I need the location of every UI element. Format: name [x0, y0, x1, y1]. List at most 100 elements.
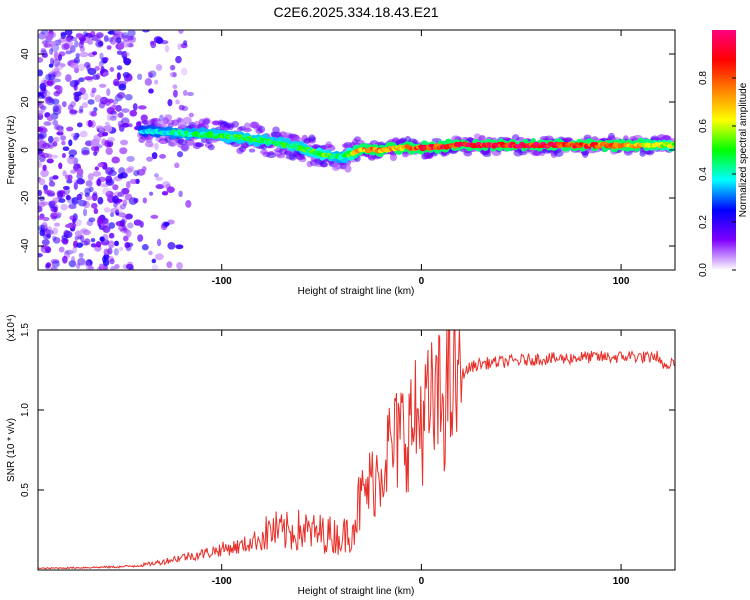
noise-blob	[38, 205, 43, 213]
noise-blob	[123, 51, 130, 57]
noise-blob	[66, 126, 74, 132]
noise-blob	[109, 212, 115, 218]
noise-blob	[78, 252, 84, 258]
noise-blob	[137, 105, 147, 110]
noise-blob	[110, 167, 115, 173]
noise-blob	[42, 216, 50, 222]
noise-blob	[181, 67, 188, 76]
noise-blob	[38, 126, 44, 133]
noise-blob	[102, 225, 111, 233]
noise-blob	[120, 139, 129, 146]
noise-blob	[96, 33, 104, 38]
noise-blob	[92, 191, 98, 196]
noise-blob	[102, 71, 109, 77]
noise-blob	[174, 162, 180, 169]
noise-blob	[58, 198, 66, 203]
noise-blob	[52, 58, 61, 67]
noise-blob	[150, 214, 159, 219]
noise-blob	[122, 199, 128, 207]
noise-blob	[125, 167, 133, 174]
noise-blob	[107, 36, 114, 43]
spectrogram-panel: -100 0 100 -40 -20 0 20 40 Height of straight …	[6, 29, 676, 297]
noise-blob	[108, 222, 116, 229]
noise-blob	[177, 43, 182, 50]
y-tick-label: 20	[20, 96, 31, 108]
ridge-halo	[276, 153, 286, 159]
noise-blob	[186, 91, 194, 97]
noise-blob	[112, 184, 119, 191]
noise-blob	[114, 240, 119, 247]
colorbar-tick-label: 0.0	[698, 263, 709, 277]
noise-blob	[61, 234, 68, 240]
noise-blob	[135, 178, 140, 184]
noise-blob	[122, 71, 130, 78]
y-tick-label: -20	[20, 190, 31, 205]
noise-blob	[119, 147, 128, 155]
noise-blob	[99, 236, 105, 242]
noise-blob	[141, 166, 147, 172]
noise-blob	[76, 242, 84, 248]
noise-blob	[151, 258, 157, 264]
noise-blob	[129, 178, 139, 185]
noise-blob	[80, 234, 85, 243]
noise-blob	[82, 229, 91, 236]
noise-blob	[65, 74, 72, 83]
snr-x-label: Height of straight line (km)	[298, 586, 415, 597]
noise-blob	[74, 219, 82, 227]
noise-blob	[55, 104, 62, 113]
y-tick-label: 1.5	[20, 323, 31, 337]
noise-blob	[142, 197, 147, 204]
noise-blob	[103, 35, 109, 43]
noise-blob	[132, 103, 138, 111]
noise-blob	[116, 50, 123, 56]
noise-blob	[54, 222, 61, 227]
noise-blob	[67, 156, 76, 165]
noise-blob	[90, 111, 97, 117]
noise-blob	[95, 241, 102, 248]
noise-blob	[40, 201, 49, 206]
noise-blob	[96, 266, 102, 270]
ridge-halo	[202, 117, 211, 125]
noise-blob	[55, 62, 64, 71]
noise-blob	[38, 253, 43, 258]
noise-blob	[159, 153, 167, 159]
x-tick-label: -100	[212, 276, 232, 287]
noise-blob	[94, 244, 102, 252]
noise-blob	[45, 262, 52, 268]
noise-blob	[38, 215, 44, 221]
noise-blob	[65, 194, 71, 201]
noise-blob	[68, 149, 78, 157]
noise-blob	[169, 64, 176, 71]
noise-blob	[79, 130, 88, 138]
snr-y-label: SNR (10 * v/v)	[6, 418, 17, 482]
noise-blob	[112, 195, 119, 204]
noise-blob	[62, 170, 67, 177]
noise-blob	[85, 264, 94, 270]
noise-blob	[38, 32, 46, 40]
ridge-halo	[207, 144, 215, 151]
noise-blob	[66, 179, 73, 184]
noise-blob	[46, 115, 54, 122]
noise-blob	[74, 94, 80, 102]
noise-blob	[94, 94, 102, 103]
noise-blob	[156, 238, 162, 247]
spectrogram-x-label: Height of straight line (km)	[298, 286, 415, 297]
noise-blob	[116, 205, 123, 214]
noise-blob	[40, 244, 49, 249]
noise-blob	[69, 223, 77, 230]
ridge-halo	[258, 125, 266, 133]
noise-blob	[91, 51, 98, 56]
noise-blob	[155, 184, 165, 190]
noise-blob	[73, 134, 79, 140]
ridge-halo	[463, 150, 473, 157]
noise-blob	[115, 209, 120, 216]
colorbar-scale	[712, 30, 736, 270]
ridge-halo	[307, 136, 316, 141]
noise-blob	[113, 248, 119, 256]
noise-blob	[178, 30, 184, 34]
ridge-halo	[144, 140, 154, 148]
noise-blob	[125, 263, 134, 270]
noise-blob	[53, 65, 59, 74]
noise-blob	[118, 167, 126, 175]
